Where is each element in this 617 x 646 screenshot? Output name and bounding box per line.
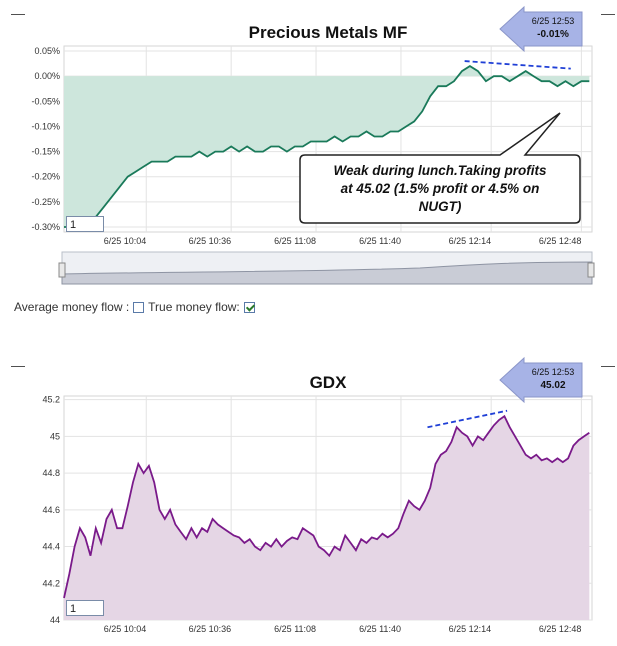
y-tick-label: 0.05% xyxy=(34,46,60,56)
x-tick-label: 6/25 11:08 xyxy=(274,236,316,246)
trend-line xyxy=(464,60,571,70)
trend-line xyxy=(427,409,508,429)
series-area xyxy=(64,66,590,227)
chart-title: Precious Metals MF xyxy=(249,23,408,42)
x-tick-label: 6/25 12:14 xyxy=(449,236,492,246)
range-navigator xyxy=(58,251,595,285)
badge-arrow-shape xyxy=(499,5,583,53)
true-money-flow-checkbox[interactable] xyxy=(243,301,255,313)
x-tick-label: 6/25 11:08 xyxy=(274,624,316,634)
avg-money-flow-label: Average money flow : xyxy=(14,300,130,314)
y-tick-label: 44.8 xyxy=(42,468,60,478)
x-tick-label: 6/25 10:36 xyxy=(189,624,232,634)
navigator-right-handle xyxy=(587,262,595,278)
zoom-input[interactable]: 1 xyxy=(66,216,104,232)
y-tick-label: 44 xyxy=(50,615,60,625)
y-tick-label: -0.20% xyxy=(31,172,60,182)
chart-title: GDX xyxy=(310,373,348,392)
y-tick-label: -0.30% xyxy=(31,222,60,232)
minimize-button-right-2[interactable]: — xyxy=(601,357,615,373)
minimize-button-left-2[interactable]: — xyxy=(11,357,25,373)
y-tick-label: -0.05% xyxy=(31,96,60,106)
x-tick-label: 6/25 11:40 xyxy=(359,624,401,634)
value-badge: 6/25 12:53 45.02 xyxy=(499,356,583,404)
mf-chart: 0.05% 0.00% -0.05% -0.10% -0.15% -0.20% -0.25%… xyxy=(31,5,595,285)
gdx-chart: 45.2 45 44.8 44.6 44.4 44.2 44 6/25 10:04 6/25 1… xyxy=(42,356,593,634)
y-tick-label: -0.15% xyxy=(31,147,60,157)
value-badge: 6/25 12:53 -0.01% xyxy=(499,5,583,53)
series-area xyxy=(64,416,590,620)
y-tick-label: 45 xyxy=(50,431,60,441)
money-flow-controls: Average money flow : True money flow: xyxy=(14,300,255,314)
y-tick-label: -0.25% xyxy=(31,197,60,207)
y-tick-label: 0.00% xyxy=(34,71,60,81)
x-tick-label: 6/25 10:36 xyxy=(189,236,232,246)
badge-value: -0.01% xyxy=(537,29,569,40)
minimize-button-left[interactable]: — xyxy=(11,5,25,21)
badge-time: 6/25 12:53 xyxy=(532,367,575,377)
chart-panel-gdx: — — 45.2 45 44.8 44.6 44.4 44.2 44 6/25 10:04 6/… xyxy=(0,350,617,646)
x-tick-label: 6/25 10:04 xyxy=(104,624,147,634)
annotation-callout: Weak during lunch.Taking profits at 45.02… xyxy=(299,112,581,224)
x-tick-label: 6/25 11:40 xyxy=(359,236,401,246)
navigator-area xyxy=(61,261,593,285)
minimize-button-right[interactable]: — xyxy=(601,5,615,21)
callout-text-line: at 45.02 (1.5% profit or 4.5% on xyxy=(341,181,540,196)
navigator-left-handle xyxy=(58,262,66,278)
y-tick-label: -0.10% xyxy=(31,121,60,131)
callout-text-line: NUGT) xyxy=(419,199,462,214)
x-tick-label: 6/25 12:14 xyxy=(449,624,492,634)
chart-panel-mf: — — 0.05% 0.00% -0.05% -0.10% -0.15% -0.20% -0… xyxy=(0,0,617,296)
x-tick-label: 6/25 12:48 xyxy=(539,624,582,634)
callout-text-line: Weak during lunch.Taking profits xyxy=(333,163,547,178)
y-tick-label: 44.2 xyxy=(42,578,60,588)
badge-value: 45.02 xyxy=(540,380,565,391)
series-line xyxy=(63,414,590,599)
badge-arrow-shape xyxy=(499,356,583,404)
y-tick-label: 44.4 xyxy=(42,542,60,552)
true-money-flow-label: True money flow: xyxy=(148,300,240,314)
x-tick-label: 6/25 10:04 xyxy=(104,236,147,246)
y-tick-label: 44.6 xyxy=(42,505,60,515)
badge-time: 6/25 12:53 xyxy=(532,16,575,26)
callout-bubble xyxy=(299,112,581,224)
y-tick-label: 45.2 xyxy=(42,395,60,405)
avg-money-flow-checkbox[interactable] xyxy=(133,301,145,313)
x-tick-label: 6/25 12:48 xyxy=(539,236,582,246)
series-line xyxy=(64,65,590,228)
zoom-input-2[interactable]: 1 xyxy=(66,600,104,616)
